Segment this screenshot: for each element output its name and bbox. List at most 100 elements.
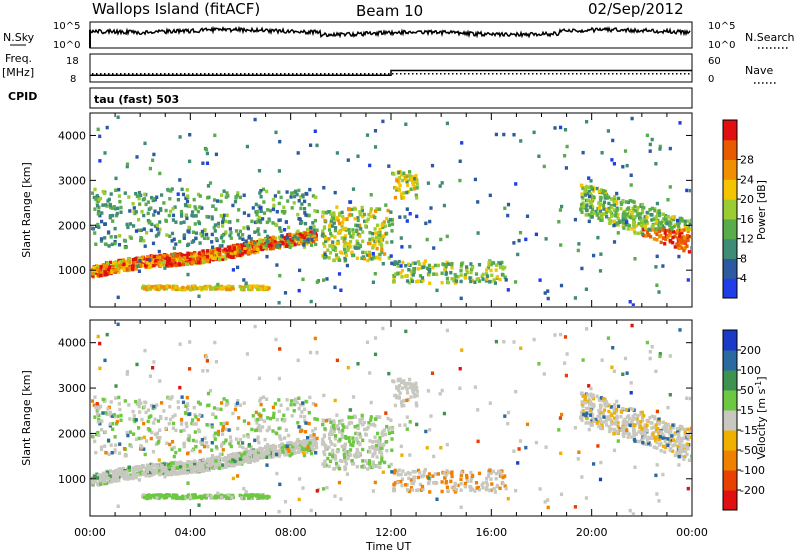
power-cell-1558	[361, 230, 365, 234]
power-cell-2519	[648, 142, 652, 147]
power-cell-2585	[514, 182, 518, 186]
velocity-cell-1279	[188, 412, 192, 416]
power-cell-2287	[668, 223, 672, 228]
power-cell-1663	[379, 238, 383, 242]
velocity-cell-393	[202, 465, 206, 470]
power-cell-2222	[580, 202, 584, 207]
power-cell-1160	[238, 195, 242, 200]
velocity-cell-981	[311, 402, 315, 406]
power-cell-1309	[114, 188, 118, 192]
velocity-cell-859	[313, 441, 317, 446]
power-cell-1008	[182, 236, 186, 240]
velocity-cell-822	[181, 468, 186, 472]
velocity-cell-674	[114, 479, 118, 483]
velocity-cell-1977	[662, 434, 666, 438]
power-cell-1876	[404, 274, 408, 278]
power-cell-2476	[546, 289, 550, 293]
velocity-cell-1934	[404, 385, 408, 389]
velocity-cell-1891	[410, 488, 415, 492]
power-cell-1461	[251, 284, 256, 288]
velocity-cell-1118	[201, 440, 205, 445]
velocity-cell-790	[225, 457, 229, 461]
power-cell-1904	[413, 185, 417, 189]
power-cell-735	[114, 268, 118, 272]
power-cell-1259	[180, 214, 184, 218]
velocity-cell-2041	[628, 406, 632, 411]
power-cell-590	[103, 270, 107, 274]
velocity-cell-1171	[265, 428, 269, 433]
power-cell-1172	[193, 205, 197, 209]
velocity-cell-1663	[379, 446, 383, 451]
velocity-cell-1297	[109, 400, 113, 404]
power-cell-429	[149, 264, 154, 269]
velocity-cell-717	[314, 445, 318, 450]
velocity-cell-521	[96, 473, 100, 478]
velocity-cell-498	[207, 468, 211, 472]
power-cell-2437	[151, 158, 155, 162]
power-cell-2557	[333, 285, 337, 290]
power-cell-798	[202, 260, 206, 264]
power-cell-2341	[621, 199, 625, 203]
power-cell-1296	[271, 221, 275, 225]
velocity-cell-2155	[644, 442, 648, 446]
power-cell-852	[311, 231, 315, 235]
power-cell-2428	[114, 176, 118, 181]
power-cell-1673	[371, 246, 375, 250]
power-cell-1451	[155, 287, 159, 291]
power-cell-1655	[338, 258, 342, 262]
velocity-cell-1440	[156, 494, 161, 498]
power-cell-1611	[330, 217, 334, 222]
power-cell-2382	[565, 144, 569, 149]
power-cell-1000	[259, 189, 263, 193]
velocity-cell-736	[268, 444, 272, 449]
velocity-cell-1426	[257, 493, 261, 497]
velocity-cell-795	[141, 472, 145, 476]
power-cell-2055	[591, 205, 595, 209]
velocity-cell-757	[210, 460, 214, 464]
velocity-cell-1387	[168, 493, 172, 498]
velocity-cell-872	[260, 450, 264, 455]
power-cell-1688	[326, 248, 330, 252]
velocity-cell-865	[204, 466, 208, 470]
power-cell-544	[207, 251, 211, 255]
power-cell-1216	[307, 213, 311, 218]
velocity-cell-1180	[308, 434, 312, 438]
power-cell-1734	[356, 242, 360, 246]
power-cell-1936	[411, 180, 415, 184]
power-cell-1186	[199, 232, 203, 236]
power-cell-2321	[586, 198, 590, 203]
nsearch-label: N.Search	[745, 31, 795, 44]
power-cell-2551	[403, 215, 407, 219]
velocity-cell-1636	[369, 415, 373, 419]
velocity-cell-2204	[627, 414, 631, 418]
power-cell-2625	[658, 147, 662, 151]
velocity-cell-731	[281, 450, 285, 454]
power-cell-1054	[117, 194, 121, 198]
velocity-cell-808	[276, 450, 280, 454]
power-cell-1193	[299, 206, 303, 211]
power-cell-1303	[271, 197, 275, 202]
power-cell-1793	[412, 267, 416, 271]
velocity-cell-2163	[643, 423, 647, 427]
velocity-cell-834	[232, 452, 236, 456]
velocity-cell-810	[119, 468, 123, 473]
velocity-cell-1890	[471, 474, 475, 478]
power-cell-2344	[633, 231, 637, 235]
power-cell-2352	[658, 234, 662, 239]
velocity-cell-1266	[256, 437, 260, 441]
power-cell-2363	[676, 243, 680, 247]
power-cell-1777	[411, 261, 415, 265]
velocity-cell-1242	[156, 419, 161, 423]
velocity-cell-1610	[322, 464, 326, 468]
power-cell-2000	[650, 218, 654, 222]
power-cell-979	[109, 205, 113, 210]
power-cell-1147	[244, 241, 248, 245]
velocity-cell-1176	[216, 432, 220, 437]
velocity-cell-1200	[221, 428, 225, 432]
power-cell-2138	[594, 209, 598, 214]
power-cell-1288	[257, 232, 261, 237]
power-cell-1143	[220, 234, 224, 238]
power-cell-2533	[339, 288, 343, 292]
